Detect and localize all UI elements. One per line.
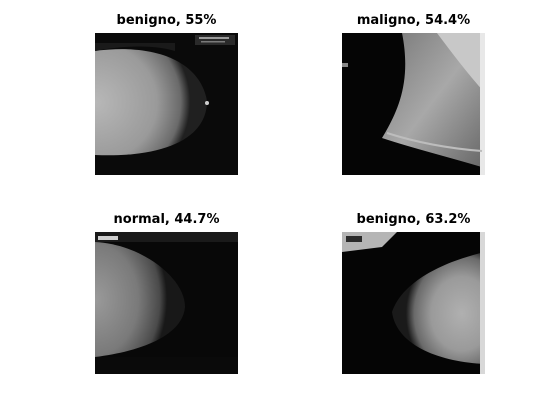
mammogram-panel-4: benigno, 63.2% xyxy=(342,212,485,374)
mammogram-image xyxy=(95,33,238,175)
mammogram-panel-2: maligno, 54.4% xyxy=(342,13,485,175)
panel-title: benigno, 63.2% xyxy=(356,212,471,227)
mammogram-image xyxy=(342,33,485,175)
mammogram-panel-1: benigno, 55% xyxy=(95,13,238,175)
panel-title: benigno, 55% xyxy=(116,13,217,28)
mammogram-panel-3: normal, 44.7% xyxy=(95,212,238,374)
mammogram-image xyxy=(342,232,485,374)
panel-title: normal, 44.7% xyxy=(113,212,220,227)
panel-title: maligno, 54.4% xyxy=(356,13,471,28)
mammogram-image xyxy=(95,232,238,374)
